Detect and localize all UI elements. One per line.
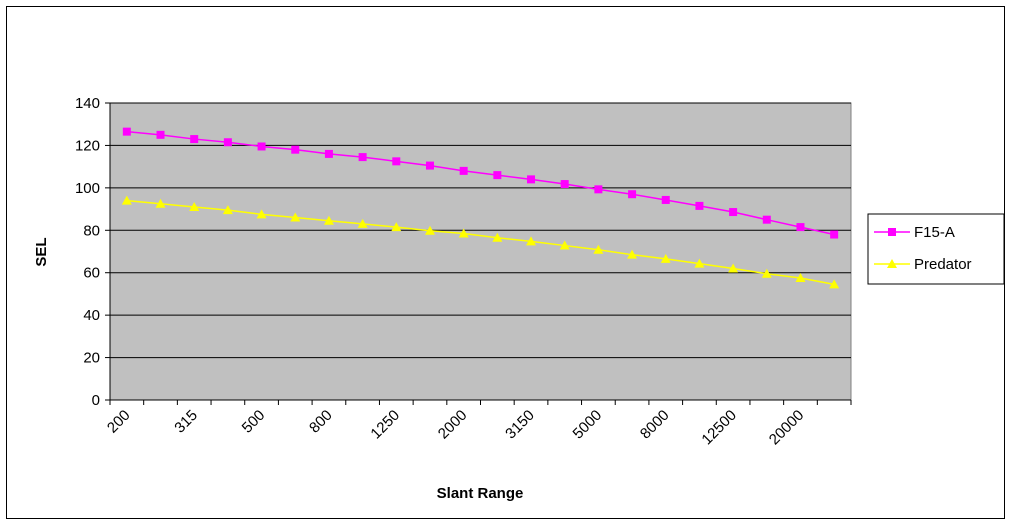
data-point-f15-a xyxy=(695,201,704,210)
data-point-f15-a xyxy=(425,161,434,170)
data-point-f15-a xyxy=(358,153,367,162)
y-tick-label: 120 xyxy=(75,137,100,154)
data-point-predator xyxy=(121,195,132,205)
data-point-f15-a xyxy=(796,223,805,232)
data-point-predator xyxy=(492,232,503,242)
y-tick-label: 60 xyxy=(83,265,100,282)
data-point-predator xyxy=(559,240,570,250)
x-tick-label: 200 xyxy=(104,407,134,437)
x-tick-label: 3150 xyxy=(502,407,538,443)
legend-item-f15-a: F15-A xyxy=(874,224,955,241)
legend-item-predator: Predator xyxy=(874,256,972,273)
x-tick-label: 12500 xyxy=(698,407,740,449)
x-tick-label: 2000 xyxy=(435,407,471,443)
legend-label: Predator xyxy=(914,256,972,273)
data-point-predator xyxy=(256,209,267,219)
data-point-predator xyxy=(290,212,301,222)
data-point-f15-a xyxy=(762,215,771,224)
series-predator xyxy=(121,195,840,289)
data-point-f15-a xyxy=(830,230,839,239)
x-axis-title: Slant Range xyxy=(437,485,524,502)
plot-area xyxy=(109,102,852,401)
x-tick-label: 800 xyxy=(306,407,336,437)
data-point-f15-a xyxy=(223,138,232,147)
data-point-predator xyxy=(391,222,402,232)
x-tick-label: 8000 xyxy=(637,407,673,443)
data-point-predator xyxy=(357,218,368,228)
x-tick-label: 1250 xyxy=(368,407,404,443)
legend-marker xyxy=(888,228,896,236)
series-f15-a xyxy=(122,127,839,239)
data-point-f15-a xyxy=(628,190,637,199)
data-point-predator xyxy=(660,253,671,263)
data-point-predator xyxy=(593,244,604,254)
data-point-predator xyxy=(761,268,772,278)
data-point-predator xyxy=(526,236,537,246)
data-point-predator xyxy=(728,263,739,273)
data-point-f15-a xyxy=(291,145,300,154)
legend-box xyxy=(867,213,1005,285)
y-tick-label: 20 xyxy=(83,350,100,367)
data-point-f15-a xyxy=(156,130,165,139)
data-point-predator xyxy=(627,249,638,259)
data-point-predator xyxy=(829,279,840,289)
series-line-f15-a xyxy=(126,130,835,236)
data-point-predator xyxy=(155,198,166,208)
y-tick-label: 100 xyxy=(75,180,100,197)
gridlines xyxy=(110,102,851,359)
data-point-predator xyxy=(694,258,705,268)
data-point-f15-a xyxy=(661,195,670,204)
data-point-predator xyxy=(795,273,806,283)
x-tick-label: 315 xyxy=(171,407,201,437)
data-point-f15-a xyxy=(527,175,536,184)
y-tick-label: 80 xyxy=(83,222,100,239)
data-point-f15-a xyxy=(729,208,738,217)
data-point-predator xyxy=(189,201,200,211)
data-point-f15-a xyxy=(459,166,468,175)
series-line-predator xyxy=(126,199,835,286)
y-axis: 0 20 40 60 80 100 120 140 xyxy=(75,95,111,409)
data-point-f15-a xyxy=(594,185,603,194)
legend: F15-A Predator xyxy=(867,213,1005,285)
y-axis-title: SEL xyxy=(33,237,50,266)
data-point-f15-a xyxy=(190,135,199,144)
y-tick-label: 140 xyxy=(75,95,100,112)
y-tick-label: 0 xyxy=(92,392,100,409)
data-point-f15-a xyxy=(257,142,266,151)
series-layer xyxy=(121,127,840,289)
data-point-f15-a xyxy=(324,149,333,158)
data-point-f15-a xyxy=(122,127,131,136)
x-tick-label: 20000 xyxy=(766,407,808,449)
data-point-predator xyxy=(458,228,469,238)
x-tick-label: 5000 xyxy=(570,407,606,443)
data-point-predator xyxy=(323,215,334,225)
legend-label: F15-A xyxy=(914,224,955,241)
data-point-f15-a xyxy=(392,157,401,166)
data-point-predator xyxy=(424,225,435,235)
legend-marker xyxy=(887,259,897,268)
data-point-predator xyxy=(222,205,233,215)
x-tick-label: 500 xyxy=(239,407,269,437)
x-axis: 200 315 500 800 1250 2000 3150 5000 8000 12500 200… xyxy=(104,399,852,449)
data-point-f15-a xyxy=(560,180,569,189)
data-point-f15-a xyxy=(493,171,502,180)
y-tick-label: 40 xyxy=(83,307,100,324)
